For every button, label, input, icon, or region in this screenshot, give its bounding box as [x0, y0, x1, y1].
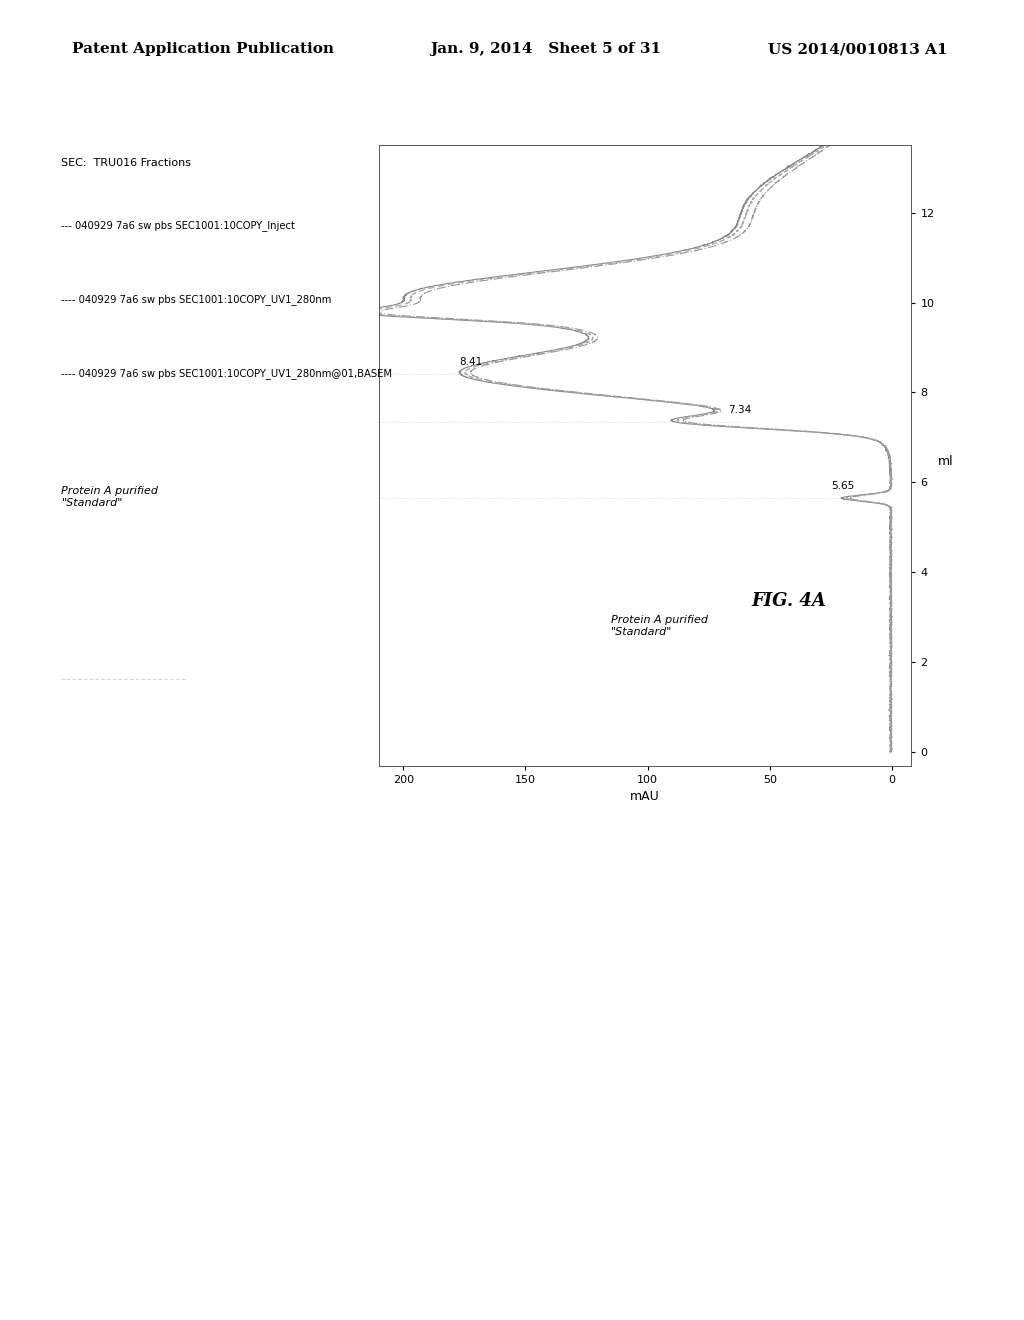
Text: ---- 040929 7a6 sw pbs SEC1001:10COPY_UV1_280nm@01,BASEM: ---- 040929 7a6 sw pbs SEC1001:10COPY_UV…	[61, 368, 392, 379]
Text: Patent Application Publication: Patent Application Publication	[72, 42, 334, 57]
Text: --- 040929 7a6 sw pbs SEC1001:10COPY_Inject: --- 040929 7a6 sw pbs SEC1001:10COPY_Inj…	[61, 219, 295, 231]
Text: Protein A purified
"Standard": Protein A purified "Standard"	[611, 615, 708, 638]
Text: FIG. 4A: FIG. 4A	[751, 591, 826, 610]
Text: 7.34: 7.34	[728, 405, 752, 416]
Y-axis label: ml: ml	[938, 455, 953, 469]
Text: US 2014/0010813 A1: US 2014/0010813 A1	[768, 42, 947, 57]
Text: _ _ _ _ _ _ _ _ _ _ _ _ _ _ _ _ _ _ _ _ _ _: _ _ _ _ _ _ _ _ _ _ _ _ _ _ _ _ _ _ _ _ …	[61, 673, 185, 678]
Text: Protein A purified
"Standard": Protein A purified "Standard"	[61, 487, 159, 508]
Text: 8.41: 8.41	[460, 358, 482, 367]
Text: ---- 040929 7a6 sw pbs SEC1001:10COPY_UV1_280nm: ---- 040929 7a6 sw pbs SEC1001:10COPY_UV…	[61, 294, 332, 305]
Text: SEC:  TRU016 Fractions: SEC: TRU016 Fractions	[61, 157, 191, 168]
X-axis label: mAU: mAU	[630, 791, 660, 803]
Text: 5.65: 5.65	[830, 482, 854, 491]
Text: Jan. 9, 2014   Sheet 5 of 31: Jan. 9, 2014 Sheet 5 of 31	[430, 42, 662, 57]
